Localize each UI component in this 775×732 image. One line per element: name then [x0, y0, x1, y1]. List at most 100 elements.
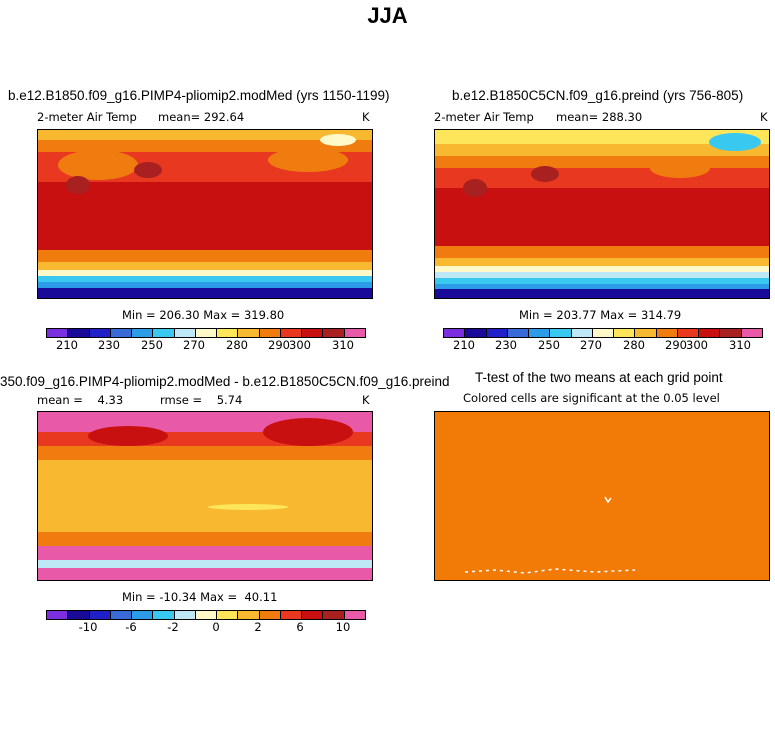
- cbar-tick: 210: [453, 338, 475, 352]
- panel-1-temperature-field: [38, 130, 372, 298]
- cbar-swatch: [741, 329, 762, 337]
- panel-3-rmse: rmse = 5.74: [160, 393, 243, 407]
- panel-2-colorbar-ticks: 210 230 250 270 280 290 300 310: [443, 338, 761, 352]
- cbar-swatch: [280, 329, 303, 337]
- panel-4-title: T-test of the two means at each grid poi…: [475, 370, 723, 385]
- cbar-swatch: [217, 611, 239, 619]
- cbar-swatch: [323, 611, 345, 619]
- cbar-tick: 290: [665, 338, 687, 352]
- panel-1-colorbar: [46, 328, 366, 338]
- cbar-tick: 270: [183, 338, 205, 352]
- cbar-tick: 250: [538, 338, 560, 352]
- cbar-tick: 270: [580, 338, 602, 352]
- cbar-swatch: [47, 329, 69, 337]
- panel-2-map: [434, 129, 770, 299]
- panel-3-colorbar-ticks: -10 -6 -2 0 2 6 10: [46, 620, 364, 634]
- cbar-swatch: [344, 611, 365, 619]
- cbar-tick: 230: [495, 338, 517, 352]
- cbar-swatch: [110, 329, 133, 337]
- cbar-tick: 210: [56, 338, 78, 352]
- panel-4-significance-field: [435, 412, 769, 580]
- cbar-swatch: [302, 611, 324, 619]
- cbar-swatch: [238, 611, 260, 619]
- cbar-tick: 300: [686, 338, 708, 352]
- panel-2-units: K: [760, 110, 768, 124]
- cbar-tick: -6: [125, 620, 137, 634]
- panel-1-units: K: [362, 110, 370, 124]
- panel-1-map: [37, 129, 373, 299]
- cbar-tick: 310: [729, 338, 751, 352]
- cbar-swatch: [444, 329, 466, 337]
- cbar-swatch: [68, 611, 90, 619]
- cbar-swatch: [507, 329, 530, 337]
- cbar-swatch: [592, 329, 615, 337]
- panel-4-subtitle: Colored cells are significant at the 0.0…: [463, 391, 720, 405]
- cbar-tick: 310: [332, 338, 354, 352]
- panel-1-colorbar-ticks: 210 230 250 270 280 290 300 310: [46, 338, 364, 352]
- cbar-swatch: [174, 329, 196, 337]
- cbar-swatch: [259, 611, 281, 619]
- panel-1-mean: mean= 292.64: [158, 110, 245, 124]
- cbar-tick: -2: [167, 620, 179, 634]
- cbar-swatch: [486, 329, 508, 337]
- cbar-tick: 230: [98, 338, 120, 352]
- cbar-tick: 2: [254, 620, 262, 634]
- cbar-tick: 6: [296, 620, 304, 634]
- panel-3-mean: mean = 4.33: [37, 393, 124, 407]
- cbar-swatch: [323, 329, 345, 337]
- cbar-swatch: [259, 329, 281, 337]
- cbar-swatch: [280, 611, 303, 619]
- cbar-swatch: [132, 329, 154, 337]
- cbar-swatch: [465, 329, 487, 337]
- main-title: JJA: [367, 3, 408, 28]
- panel-3-title: 350.f09_g16.PIMP4-pliomip2.modMed - b.e1…: [0, 374, 450, 389]
- cbar-tick: 290: [268, 338, 290, 352]
- cbar-swatch: [153, 611, 175, 619]
- cbar-swatch: [720, 329, 742, 337]
- cbar-swatch: [550, 329, 572, 337]
- cbar-swatch: [153, 329, 175, 337]
- panel-2-colorbar: [443, 328, 763, 338]
- panel-3-minmax: Min = -10.34 Max = 40.11: [122, 590, 278, 604]
- panel-3-colorbar: [46, 610, 366, 620]
- cbar-swatch: [677, 329, 700, 337]
- cbar-tick: 10: [335, 620, 351, 634]
- cbar-tick: 300: [289, 338, 311, 352]
- cbar-swatch: [68, 329, 90, 337]
- panel-2-minmax: Min = 203.77 Max = 314.79: [519, 308, 682, 322]
- panel-3-map: [37, 411, 373, 581]
- cbar-swatch: [174, 611, 196, 619]
- panel-2-variable: 2-meter Air Temp: [434, 110, 534, 124]
- panel-2-temperature-field: [435, 130, 769, 298]
- cbar-swatch: [699, 329, 721, 337]
- cbar-swatch: [89, 611, 111, 619]
- panel-1-title: b.e12.B1850.f09_g16.PIMP4-pliomip2.modMe…: [8, 88, 390, 103]
- panel-2-title: b.e12.B1850C5CN.f09_g16.preind (yrs 756-…: [452, 88, 744, 103]
- panel-3-difference-field: [38, 412, 372, 580]
- cbar-swatch: [344, 329, 365, 337]
- panel-2-mean: mean= 288.30: [556, 110, 643, 124]
- cbar-swatch: [195, 329, 218, 337]
- cbar-swatch: [238, 329, 260, 337]
- cbar-swatch: [89, 329, 111, 337]
- cbar-swatch: [110, 611, 133, 619]
- panel-1-variable: 2-meter Air Temp: [37, 110, 137, 124]
- cbar-tick: 250: [141, 338, 163, 352]
- panel-1-minmax: Min = 206.30 Max = 319.80: [122, 308, 285, 322]
- cbar-tick: -10: [78, 620, 98, 634]
- panel-4-map: [434, 411, 770, 581]
- cbar-swatch: [195, 611, 218, 619]
- cbar-swatch: [571, 329, 593, 337]
- cbar-swatch: [529, 329, 551, 337]
- cbar-swatch: [47, 611, 69, 619]
- cbar-swatch: [635, 329, 657, 337]
- cbar-swatch: [132, 611, 154, 619]
- cbar-tick: 280: [226, 338, 248, 352]
- cbar-tick: 280: [623, 338, 645, 352]
- cbar-tick: 0: [212, 620, 220, 634]
- cbar-swatch: [302, 329, 324, 337]
- cbar-swatch: [614, 329, 636, 337]
- panel-3-units: K: [362, 393, 370, 407]
- cbar-swatch: [656, 329, 678, 337]
- cbar-swatch: [217, 329, 239, 337]
